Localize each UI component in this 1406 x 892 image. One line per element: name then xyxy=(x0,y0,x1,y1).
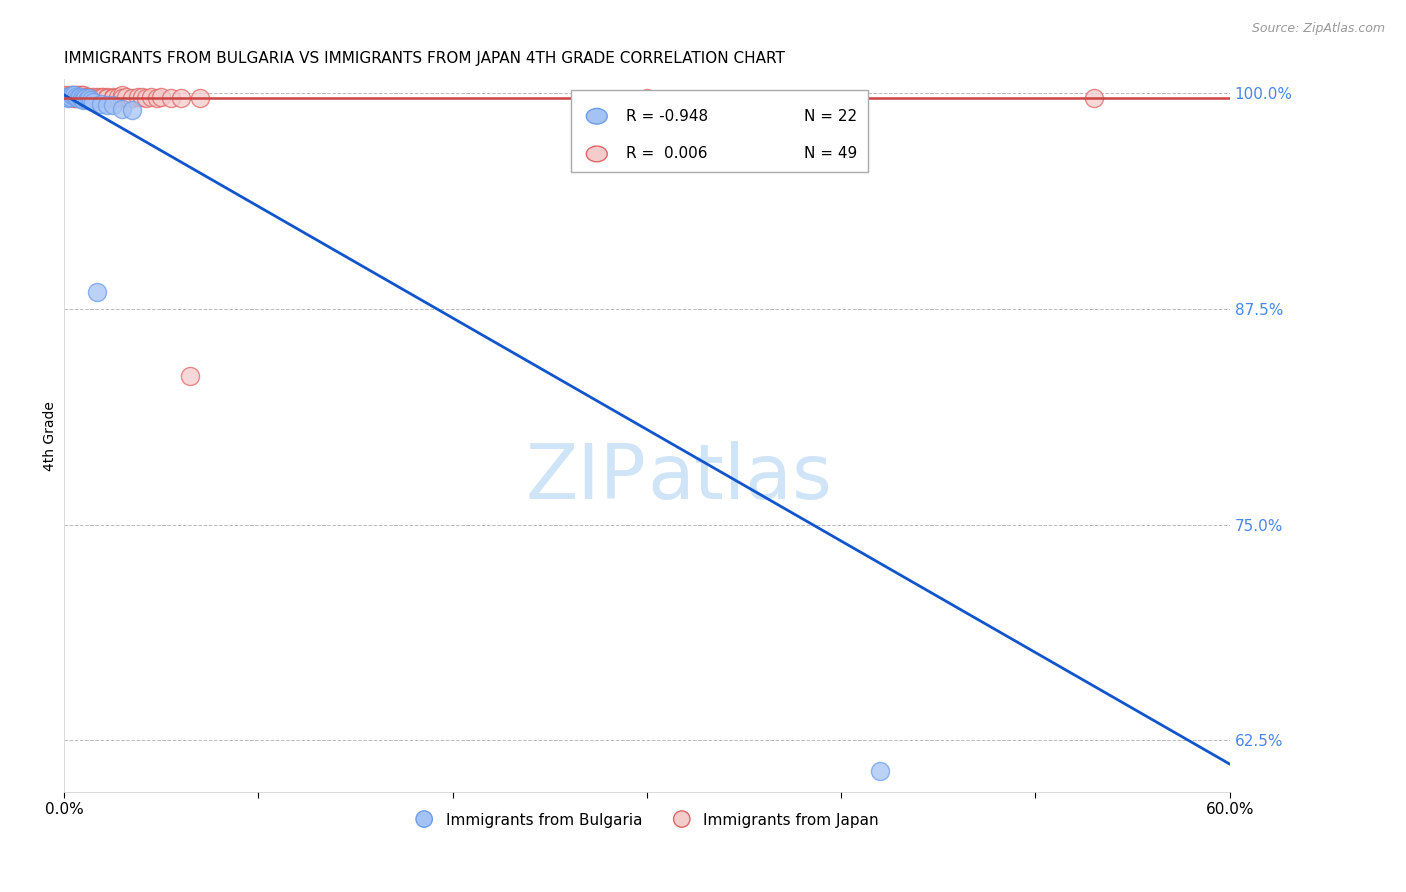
Point xyxy=(69,87,91,102)
FancyBboxPatch shape xyxy=(571,90,869,172)
Point xyxy=(62,87,84,102)
Point xyxy=(101,91,124,105)
Ellipse shape xyxy=(586,109,607,124)
Point xyxy=(169,91,191,105)
Point xyxy=(80,91,103,105)
Point xyxy=(82,89,104,103)
Point xyxy=(87,91,110,105)
Point xyxy=(86,89,108,103)
Point xyxy=(135,91,157,105)
Point xyxy=(121,91,143,105)
Point xyxy=(76,93,98,107)
Point xyxy=(62,91,84,105)
Point xyxy=(75,89,97,103)
Text: R =  0.006: R = 0.006 xyxy=(626,146,707,161)
Point xyxy=(96,89,118,103)
Text: N = 22: N = 22 xyxy=(804,109,858,124)
Point xyxy=(55,87,77,102)
Ellipse shape xyxy=(586,146,607,161)
Point xyxy=(111,91,134,105)
Point xyxy=(107,89,129,103)
Point xyxy=(69,89,91,103)
Point xyxy=(65,87,87,102)
Text: N = 49: N = 49 xyxy=(804,146,858,161)
Point xyxy=(131,89,153,103)
Text: R = -0.948: R = -0.948 xyxy=(626,109,709,124)
Point xyxy=(69,89,91,103)
Point xyxy=(84,91,107,105)
Text: ZIP: ZIP xyxy=(526,442,647,516)
Point xyxy=(80,93,103,107)
Point xyxy=(70,91,93,105)
Point xyxy=(79,89,101,103)
Point xyxy=(59,89,82,103)
Point xyxy=(59,89,82,103)
Point xyxy=(869,764,891,779)
Point xyxy=(101,98,124,112)
Point xyxy=(127,89,149,103)
Point xyxy=(65,89,87,103)
Point xyxy=(160,91,183,105)
Point xyxy=(91,89,114,103)
Point xyxy=(72,91,94,105)
Text: Source: ZipAtlas.com: Source: ZipAtlas.com xyxy=(1251,22,1385,36)
Point xyxy=(86,285,108,299)
Point xyxy=(56,89,79,103)
Point xyxy=(56,91,79,105)
Point xyxy=(59,87,82,102)
Point xyxy=(55,89,77,103)
Point xyxy=(111,102,134,116)
Point xyxy=(62,87,84,102)
Point xyxy=(82,95,104,109)
Point xyxy=(75,91,97,105)
Point xyxy=(146,91,169,105)
Point xyxy=(60,89,83,103)
Point xyxy=(179,369,201,384)
Point xyxy=(90,96,112,111)
Point xyxy=(65,91,87,105)
Point xyxy=(66,91,89,105)
Point xyxy=(70,87,93,102)
Y-axis label: 4th Grade: 4th Grade xyxy=(44,401,58,471)
Point xyxy=(66,87,89,102)
Point xyxy=(111,87,134,102)
Point xyxy=(79,91,101,105)
Point xyxy=(101,89,124,103)
Point xyxy=(636,91,658,105)
Legend: Immigrants from Bulgaria, Immigrants from Japan: Immigrants from Bulgaria, Immigrants fro… xyxy=(409,807,884,834)
Point xyxy=(141,89,163,103)
Point xyxy=(188,91,211,105)
Point xyxy=(90,89,112,103)
Text: atlas: atlas xyxy=(647,442,832,516)
Point xyxy=(150,89,173,103)
Point xyxy=(96,98,118,112)
Point xyxy=(72,93,94,107)
Point xyxy=(60,87,83,102)
Point xyxy=(70,91,93,105)
Point xyxy=(66,91,89,105)
Point xyxy=(76,89,98,103)
Point xyxy=(72,87,94,102)
Point xyxy=(115,89,138,103)
Point xyxy=(1083,91,1105,105)
Text: IMMIGRANTS FROM BULGARIA VS IMMIGRANTS FROM JAPAN 4TH GRADE CORRELATION CHART: IMMIGRANTS FROM BULGARIA VS IMMIGRANTS F… xyxy=(65,51,785,66)
Point xyxy=(60,87,83,102)
Point xyxy=(121,103,143,118)
Point xyxy=(96,91,118,105)
